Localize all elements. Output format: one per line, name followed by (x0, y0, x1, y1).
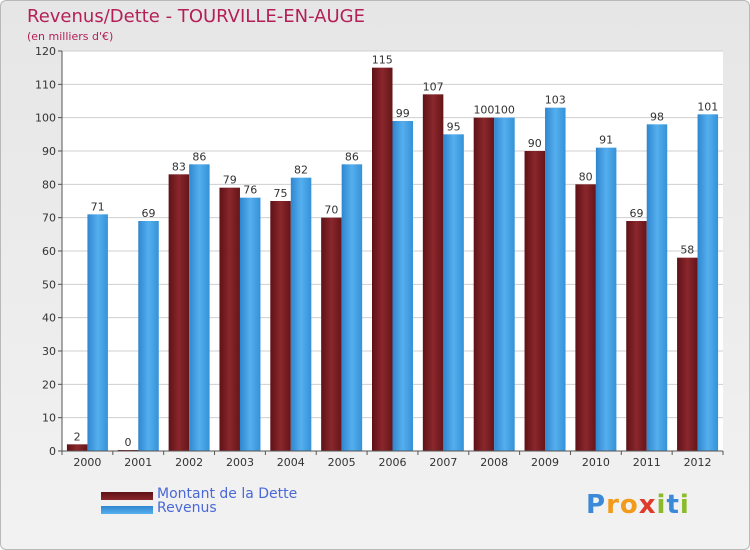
x-tick-label: 2001 (124, 456, 152, 469)
data-label-debt: 79 (223, 174, 237, 187)
logo-letter: i (656, 490, 667, 520)
bar-debt (626, 221, 647, 451)
bar-debt (372, 67, 393, 452)
bar-debt (321, 217, 342, 451)
data-label-debt: 83 (172, 160, 186, 173)
bar-revenue (290, 177, 312, 451)
logo-letter: r (606, 490, 620, 520)
bar-revenue (443, 134, 464, 452)
data-label-revenue: 103 (545, 94, 566, 107)
logo-letter: i (679, 490, 690, 520)
data-label-debt: 100 (473, 104, 494, 117)
x-tick-label: 2012 (684, 456, 712, 469)
y-tick-label: 0 (49, 445, 56, 458)
bar-revenue (239, 197, 261, 451)
y-tick-label: 120 (35, 45, 56, 58)
y-tick-label: 110 (35, 78, 56, 91)
bar-debt (270, 201, 291, 451)
data-label-revenue: 76 (243, 184, 257, 197)
data-label-debt: 90 (528, 137, 542, 150)
bar-debt (473, 117, 495, 452)
legend-label-revenue: Revenus (157, 500, 217, 516)
bar-revenue (494, 117, 515, 452)
x-tick-label: 2003 (226, 456, 254, 469)
bar-debt (422, 94, 444, 451)
logo-letter: t (666, 490, 680, 520)
x-tick-label: 2005 (328, 456, 356, 469)
legend-swatch-revenue (101, 506, 153, 514)
y-tick-label: 40 (42, 312, 56, 325)
bar-revenue (87, 214, 108, 451)
data-label-revenue: 86 (345, 150, 359, 163)
data-label-revenue: 86 (192, 150, 206, 163)
x-tick-label: 2010 (582, 456, 610, 469)
x-tick-label: 2000 (73, 456, 101, 469)
data-label-debt: 70 (324, 204, 338, 217)
y-tick-label: 60 (42, 245, 56, 258)
data-label-revenue: 71 (91, 200, 105, 213)
bar-debt (168, 174, 190, 452)
x-tick-label: 2006 (379, 456, 407, 469)
bar-debt (677, 257, 698, 451)
x-tick-label: 2009 (531, 456, 559, 469)
bar-revenue (392, 121, 413, 451)
proxiti-logo: Proxiti (586, 490, 690, 520)
data-label-debt: 2 (74, 430, 81, 443)
x-tick-label: 2002 (175, 456, 203, 469)
bar-revenue (138, 221, 159, 451)
y-tick-label: 70 (42, 212, 56, 225)
data-label-debt: 115 (372, 54, 393, 67)
bar-debt (219, 187, 240, 451)
data-label-revenue: 101 (697, 100, 718, 113)
bar-debt (66, 444, 88, 451)
y-tick-label: 10 (42, 412, 56, 425)
logo-letter: x (638, 490, 657, 520)
bar-revenue (341, 164, 363, 452)
data-label-revenue: 69 (142, 207, 156, 220)
x-tick-label: 2007 (429, 456, 457, 469)
y-tick-label: 90 (42, 145, 56, 158)
bars (66, 67, 719, 452)
chart-subtitle: (en milliers d'€) (27, 30, 114, 43)
data-label-revenue: 100 (494, 104, 515, 117)
data-label-debt: 69 (629, 207, 643, 220)
bar-debt (575, 184, 596, 452)
y-tick-label: 100 (35, 112, 56, 125)
x-tick-label: 2011 (633, 456, 661, 469)
bar-revenue (189, 164, 210, 452)
data-label-debt: 107 (423, 80, 444, 93)
data-label-revenue: 91 (599, 134, 613, 147)
data-labels: 2 71 0 69 83 86 79 76 75 82 70 86 115 99 107 95 100 100 90… (74, 54, 719, 449)
y-tick-label: 50 (42, 278, 56, 291)
data-label-debt: 58 (680, 244, 694, 257)
logo-letter: o (619, 490, 639, 520)
data-label-revenue: 98 (650, 110, 664, 123)
data-label-revenue: 82 (294, 164, 308, 177)
y-tick-label: 30 (42, 345, 56, 358)
logo-letter: P (586, 490, 607, 520)
data-label-debt: 0 (125, 436, 132, 449)
y-tick-label: 20 (42, 378, 56, 391)
x-tick-label: 2004 (277, 456, 305, 469)
data-label-revenue: 99 (396, 107, 410, 120)
y-tick-label: 80 (42, 178, 56, 191)
chart-title: Revenus/Dette - TOURVILLE-EN-AUGE (27, 6, 365, 27)
legend-swatch-debt (101, 492, 153, 500)
data-label-debt: 80 (579, 170, 593, 183)
x-tick-label: 2008 (480, 456, 508, 469)
data-label-revenue: 95 (447, 120, 461, 133)
bar-debt (524, 151, 546, 451)
x-axis-ticks: 2000 2001 2002 2003 2004 2005 2006 2007 2008 2009… (61, 451, 724, 469)
bar-revenue (545, 107, 566, 452)
data-label-debt: 75 (274, 187, 288, 200)
bar-revenue (595, 147, 617, 451)
bar-revenue (697, 114, 719, 451)
bar-revenue (646, 124, 668, 451)
legend-label-debt: Montant de la Dette (157, 486, 298, 502)
